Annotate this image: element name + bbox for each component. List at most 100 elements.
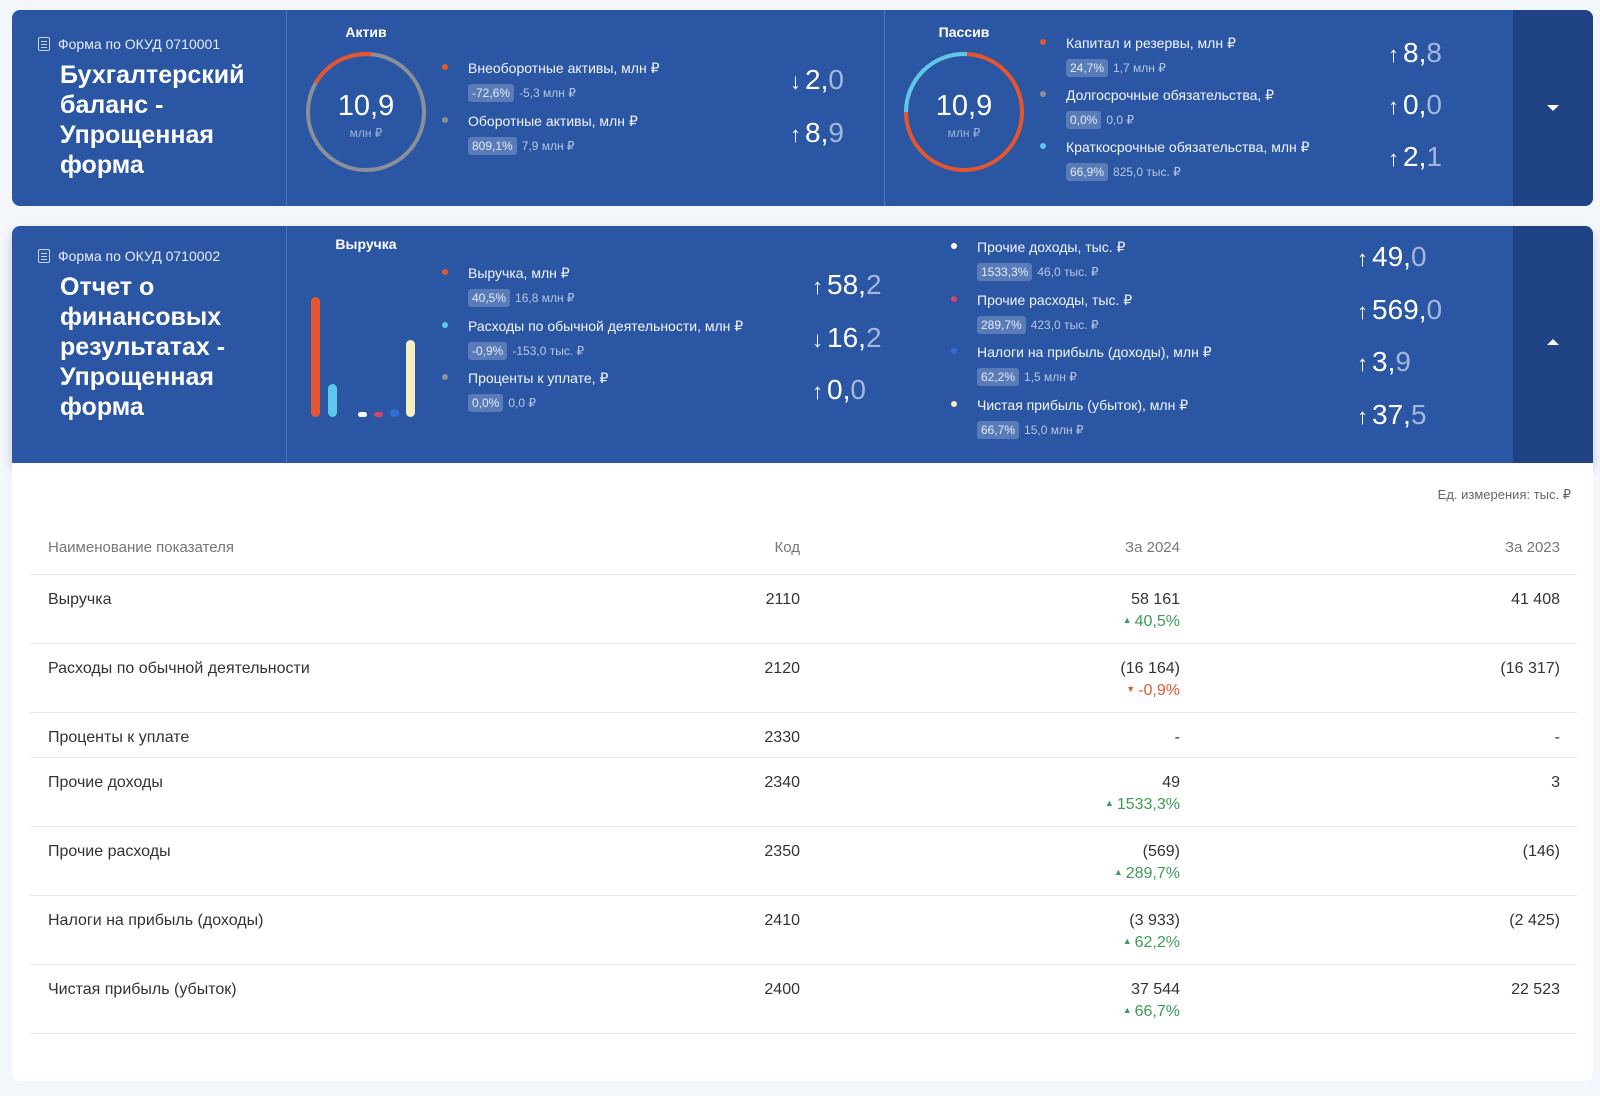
metric-label: Проценты к уплате, ₽	[468, 370, 609, 386]
legend-dot	[1040, 143, 1046, 149]
collapse-toggle-button[interactable]	[1513, 226, 1593, 463]
row-code: 2120	[764, 660, 800, 677]
metric-label: Выручка, млн ₽	[468, 265, 570, 281]
arrow-up-icon: ↑	[1357, 299, 1368, 324]
row-code: 2350	[764, 843, 800, 860]
row-value-2023: 3	[1551, 774, 1560, 791]
row-value-2024: (569)	[1142, 843, 1180, 860]
metric-label: Прочие расходы, тыс. ₽	[977, 292, 1133, 308]
row-code: 2410	[764, 912, 800, 929]
arrow-up-icon: ↑	[790, 122, 801, 147]
passiv-metric: Краткосрочные обязательства, млн ₽ 66,9% 8…	[1040, 139, 1310, 181]
arrow-up-icon: ↑	[1388, 42, 1399, 67]
pnl-left-value: ↓ 16,2	[812, 322, 882, 354]
metric-label: Внеоборотные активы, млн ₽	[468, 60, 660, 76]
aktiv-total-value: 10,9	[337, 90, 395, 122]
document-icon	[38, 37, 50, 51]
metric-sub: -0,9% -153,0 тыс. ₽	[468, 342, 743, 360]
row-change: ▲ 289,7%	[1114, 865, 1180, 883]
passiv-value: ↑ 0,0	[1388, 89, 1442, 121]
bar-5	[374, 412, 383, 417]
row-name: Прочие расходы	[48, 843, 171, 860]
value-decimal: 0	[1426, 294, 1443, 325]
aktiv-value: ↑ 8,9	[790, 117, 844, 149]
table-row: Расходы по обычной деятельности 2120 (16 1…	[30, 644, 1577, 713]
row-change: ▲ 1533,3%	[1105, 796, 1180, 814]
bar-2	[328, 384, 337, 417]
balance-panel: Форма по ОКУД 0710001 Бухгалтерский бала…	[12, 10, 1593, 206]
metric-change-abs: -5,3 млн ₽	[519, 86, 576, 100]
pnl-left-value: ↑ 0,0	[812, 374, 866, 406]
metric-change-badge: 289,7%	[977, 316, 1026, 334]
metric-sub: 809,1% 7,9 млн ₽	[468, 137, 638, 155]
row-value-2024: -	[1174, 729, 1180, 746]
pnl-right-metric: Прочие расходы, тыс. ₽ 289,7% 423,0 тыс. ₽	[951, 292, 1133, 334]
passiv-value: ↑ 8,8	[1388, 37, 1442, 69]
metric-sub: 289,7% 423,0 тыс. ₽	[977, 316, 1132, 334]
metric-label: Налоги на прибыль (доходы), млн ₽	[977, 344, 1212, 360]
legend-dot	[442, 269, 448, 275]
row-change-value: 40,5%	[1134, 613, 1180, 630]
row-value-2024: (3 933)	[1129, 912, 1180, 929]
legend-dot	[951, 296, 957, 302]
row-value-2023: -	[1554, 729, 1560, 746]
legend-dot	[1040, 91, 1046, 97]
row-code: 2340	[764, 774, 800, 791]
pnl-title: Отчет о финансовых результатах - Упрощен…	[60, 273, 226, 421]
arrow-up-icon: ↑	[1388, 146, 1399, 171]
value-integer: 0,	[827, 374, 851, 405]
value-decimal: 0	[828, 64, 844, 95]
row-value-2023: 22 523	[1511, 981, 1560, 998]
chevron-up-icon	[1547, 339, 1559, 345]
value-integer: 0,	[1403, 89, 1427, 120]
metric-sub: 66,9% 825,0 тыс. ₽	[1066, 163, 1310, 181]
metric-change-abs: 7,9 млн ₽	[521, 139, 575, 153]
value-integer: 3,	[1372, 346, 1396, 377]
pnl-right-value: ↑ 3,9	[1357, 346, 1411, 378]
metric-change-badge: 809,1%	[468, 137, 517, 155]
divider	[884, 10, 885, 206]
metric-label: Чистая прибыль (убыток), млн ₽	[977, 397, 1189, 413]
value-decimal: 9	[1395, 346, 1411, 377]
aktiv-title: Актив	[345, 24, 387, 40]
pnl-left-value: ↑ 58,2	[812, 269, 882, 301]
metric-change-badge: 66,7%	[977, 421, 1020, 439]
row-code: 2110	[765, 591, 800, 608]
arrow-up-icon: ↑	[1357, 351, 1368, 376]
row-value-2023: 41 408	[1511, 591, 1560, 608]
bar-4	[358, 412, 367, 417]
pnl-right-metric: Налоги на прибыль (доходы), млн ₽ 62,2% 1,…	[951, 344, 1212, 386]
value-integer: 49,	[1372, 241, 1411, 272]
pnl-chart-title: Выручка	[335, 236, 397, 252]
triangle-up-icon: ▲	[1104, 798, 1114, 808]
metric-change-abs: 16,8 млн ₽	[515, 291, 575, 305]
arrow-up-icon: ↑	[1357, 246, 1368, 271]
aktiv-value: ↓ 2,0	[790, 64, 844, 96]
metric-change-abs: 0,0 ₽	[1106, 113, 1135, 127]
legend-dot	[442, 117, 448, 123]
metric-change-badge: 66,9%	[1066, 163, 1109, 181]
row-change: ▲ 62,2%	[1123, 934, 1180, 952]
row-value-2024: (16 164)	[1120, 660, 1180, 677]
table-row: Проценты к уплате 2330 - -	[30, 713, 1577, 758]
triangle-up-icon: ▲	[1122, 615, 1132, 625]
row-change-value: 62,2%	[1134, 934, 1180, 951]
metric-change-abs: 423,0 тыс. ₽	[1030, 318, 1099, 332]
passiv-total-unit: млн ₽	[947, 126, 981, 140]
value-integer: 8,	[1403, 37, 1427, 68]
metric-change-abs: 46,0 тыс. ₽	[1037, 265, 1099, 279]
value-integer: 2,	[1403, 141, 1427, 172]
passiv-title: Пассив	[938, 24, 990, 40]
arrow-down-icon: ↓	[812, 327, 823, 352]
metric-change-badge: 62,2%	[977, 368, 1020, 386]
bar-1	[311, 297, 320, 417]
value-decimal: 2	[865, 269, 882, 300]
passiv-metric: Капитал и резервы, млн ₽ 24,7% 1,7 млн ₽	[1040, 35, 1236, 77]
row-name: Проценты к уплате	[48, 729, 190, 746]
divider	[286, 226, 287, 463]
header-2023: За 2023	[1505, 539, 1560, 556]
metric-change-abs: -153,0 тыс. ₽	[512, 344, 585, 358]
expand-toggle-button[interactable]	[1513, 10, 1593, 206]
row-change-value: -0,9%	[1138, 682, 1180, 699]
value-decimal: 0	[1410, 241, 1427, 272]
